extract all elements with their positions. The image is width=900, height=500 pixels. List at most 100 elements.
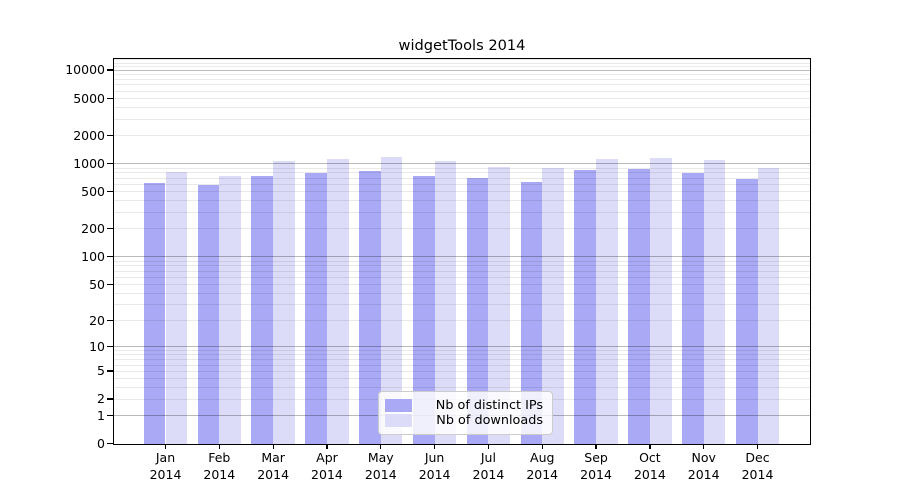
bar-distinct-ips-jun bbox=[412, 176, 435, 444]
gridline-major bbox=[114, 346, 810, 348]
gridline-minor bbox=[114, 350, 810, 352]
x-tick-month: Jul bbox=[480, 450, 496, 465]
x-tick-year: 2014 bbox=[364, 466, 397, 482]
x-tick-month: Aug bbox=[530, 450, 555, 465]
gridline-minor bbox=[114, 84, 810, 86]
x-tick-year: 2014 bbox=[633, 466, 666, 482]
gridline-minor bbox=[114, 359, 810, 361]
gridline-major bbox=[114, 163, 810, 165]
gridline-minor bbox=[114, 320, 810, 321]
x-tick-mark bbox=[218, 444, 221, 449]
gridline-minor bbox=[114, 265, 810, 267]
y-tick-mark bbox=[107, 283, 114, 285]
bar-downloads-dec bbox=[757, 167, 780, 444]
bar-distinct-ips-mar bbox=[251, 175, 274, 444]
x-tick-year: 2014 bbox=[203, 466, 236, 482]
bar-distinct-ips-may bbox=[359, 171, 381, 444]
bar-downloads-may bbox=[380, 156, 403, 444]
gridline-minor bbox=[114, 354, 810, 356]
bar-downloads-jan bbox=[165, 171, 188, 444]
x-tick-year: 2014 bbox=[472, 466, 505, 482]
bar-distinct-ips-apr bbox=[305, 172, 327, 444]
chart-title: widgetTools 2014 bbox=[398, 37, 526, 54]
bar-downloads-feb bbox=[219, 175, 241, 444]
gridline-major bbox=[114, 256, 810, 258]
gridline-major bbox=[114, 69, 810, 71]
gridline-minor bbox=[114, 118, 810, 120]
bar-distinct-ips-sep bbox=[574, 170, 597, 444]
x-tick-label: Oct 2014 bbox=[618, 450, 682, 483]
y-axis-right bbox=[809, 58, 811, 445]
y-tick-mark bbox=[107, 443, 114, 445]
gridline-minor bbox=[114, 172, 810, 174]
x-tick-month: Apr bbox=[316, 450, 338, 465]
gridline-minor bbox=[114, 200, 810, 202]
gridline-minor bbox=[114, 387, 810, 389]
y-tick-mark bbox=[107, 370, 114, 372]
plot-area bbox=[114, 58, 810, 444]
y-tick-mark bbox=[107, 319, 114, 321]
gridline-minor bbox=[114, 270, 810, 272]
bar-downloads-sep bbox=[596, 159, 618, 444]
bar-distinct-ips-feb bbox=[197, 184, 220, 444]
y-tick-label: 20 bbox=[89, 312, 105, 328]
legend: Nb of distinct IPs Nb of downloads bbox=[378, 391, 553, 435]
legend-label: Nb of distinct IPs bbox=[435, 398, 543, 413]
gridline-minor bbox=[114, 370, 810, 372]
gridline-minor bbox=[114, 66, 810, 68]
gridline-minor bbox=[114, 167, 810, 169]
x-tick-month: Dec bbox=[745, 450, 770, 465]
x-tick-label: Feb 2014 bbox=[187, 450, 251, 483]
y-tick-mark bbox=[107, 414, 114, 417]
bar-distinct-ips-dec bbox=[735, 179, 758, 444]
gridline-minor bbox=[114, 98, 810, 99]
y-tick-label: 5 bbox=[97, 363, 105, 379]
y-tick-label: 5000 bbox=[73, 90, 105, 106]
gridline-minor bbox=[114, 284, 810, 285]
bar-downloads-jul bbox=[488, 166, 511, 444]
x-tick-year: 2014 bbox=[149, 466, 182, 482]
legend-swatch bbox=[385, 399, 412, 412]
gridline-minor bbox=[114, 177, 810, 179]
x-tick-label: Sep 2014 bbox=[564, 450, 628, 483]
x-axis-bottom bbox=[113, 443, 811, 445]
y-tick-mark bbox=[107, 162, 114, 165]
x-tick-label: Mar 2014 bbox=[241, 450, 305, 483]
x-tick-label: Nov 2014 bbox=[672, 450, 736, 483]
y-tick-mark bbox=[107, 345, 114, 348]
gridline-minor bbox=[114, 292, 810, 294]
y-axis-left bbox=[113, 58, 115, 445]
gridline-minor bbox=[114, 276, 810, 278]
y-tick-label: 50 bbox=[89, 276, 105, 292]
x-tick-month: Sep bbox=[584, 450, 608, 465]
y-tick-mark bbox=[107, 255, 114, 258]
y-tick-mark bbox=[107, 134, 114, 136]
gridline-minor bbox=[114, 378, 810, 380]
x-tick-year: 2014 bbox=[580, 466, 612, 482]
x-tick-mark bbox=[380, 444, 382, 449]
y-tick-label: 1 bbox=[97, 407, 105, 423]
legend-swatch bbox=[385, 414, 412, 427]
x-tick-year: 2014 bbox=[526, 466, 559, 482]
x-tick-month: Nov bbox=[691, 450, 716, 465]
gridline-minor bbox=[114, 228, 810, 230]
bar-downloads-oct bbox=[649, 157, 672, 444]
legend-item: Nb of distinct IPs bbox=[385, 398, 543, 413]
y-tick-label: 1000 bbox=[73, 155, 105, 171]
x-tick-label: Apr 2014 bbox=[295, 450, 359, 483]
y-tick-label: 10 bbox=[89, 338, 105, 354]
gridline-minor bbox=[114, 78, 810, 80]
y-tick-mark bbox=[107, 227, 114, 230]
legend-item: Nb of downloads bbox=[385, 413, 543, 428]
gridline-minor bbox=[114, 304, 810, 306]
legend-label: Nb of downloads bbox=[436, 413, 543, 428]
x-tick-mark bbox=[595, 444, 597, 449]
x-tick-mark bbox=[541, 444, 543, 449]
y-tick-label: 200 bbox=[81, 220, 105, 236]
x-tick-year: 2014 bbox=[418, 466, 451, 482]
gridline-minor bbox=[114, 62, 810, 64]
y-tick-mark bbox=[107, 69, 114, 71]
y-tick-mark bbox=[107, 190, 114, 193]
x-tick-label: Jan 2014 bbox=[134, 450, 198, 483]
